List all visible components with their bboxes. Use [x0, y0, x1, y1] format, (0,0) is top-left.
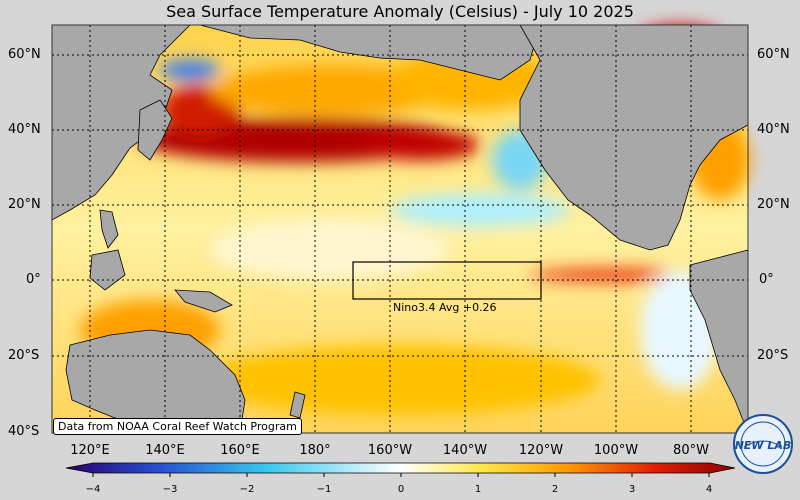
japan-land — [137, 99, 173, 161]
lon-label: 140°E — [145, 443, 185, 458]
nelab-logo-icon: NEW LAB — [733, 414, 793, 474]
colorbar — [65, 462, 736, 474]
colorbar-tick-label: 1 — [474, 484, 482, 495]
lon-label: 160°E — [220, 443, 260, 458]
lon-label: 100°W — [593, 443, 639, 458]
lat-label-left: 20°N — [8, 197, 41, 212]
lat-label-left: 40°S — [8, 424, 40, 439]
lat-label-right: 0° — [759, 272, 774, 287]
lon-label: 160°W — [367, 443, 413, 458]
lon-label: 120°W — [518, 443, 564, 458]
colorbar-tick-label: −2 — [239, 484, 255, 495]
svg-text:NEW LAB: NEW LAB — [735, 439, 792, 452]
map-title: Sea Surface Temperature Anomaly (Celsius… — [166, 2, 634, 21]
lon-label: 140°W — [442, 443, 488, 458]
philippines-land — [99, 209, 119, 249]
colorbar-tick-label: −4 — [85, 484, 101, 495]
nino34-box — [352, 261, 542, 300]
map-frame — [51, 24, 749, 434]
lat-label-right: 20°N — [757, 197, 790, 212]
lat-label-right: 20°S — [757, 348, 789, 363]
colorbar-tick-label: 0 — [397, 484, 405, 495]
lat-label-left: 0° — [26, 272, 41, 287]
lon-label: 120°E — [70, 443, 110, 458]
data-credit: Data from NOAA Coral Reef Watch Program — [53, 418, 302, 435]
graticule — [52, 25, 748, 433]
colorbar-tick-label: −1 — [316, 484, 332, 495]
colorbar-tick-label: 3 — [628, 484, 636, 495]
lat-label-right: 40°N — [757, 122, 790, 137]
nino34-average-label: Nino3.4 Avg +0.26 — [393, 301, 497, 314]
new-guinea-land — [174, 289, 233, 313]
lat-label-left: 40°N — [8, 122, 41, 137]
australia-land — [65, 329, 246, 434]
colorbar-tick-label: 4 — [705, 484, 713, 495]
lat-label-right: 60°N — [757, 47, 790, 62]
lon-label: 180° — [299, 443, 331, 458]
lat-label-left: 60°N — [8, 47, 41, 62]
lon-label: 80°W — [673, 443, 709, 458]
colorbar-tick-label: 2 — [551, 484, 559, 495]
lat-label-left: 20°S — [8, 348, 40, 363]
colorbar-tick-marks — [92, 473, 710, 477]
colorbar-tick-label: −3 — [162, 484, 178, 495]
